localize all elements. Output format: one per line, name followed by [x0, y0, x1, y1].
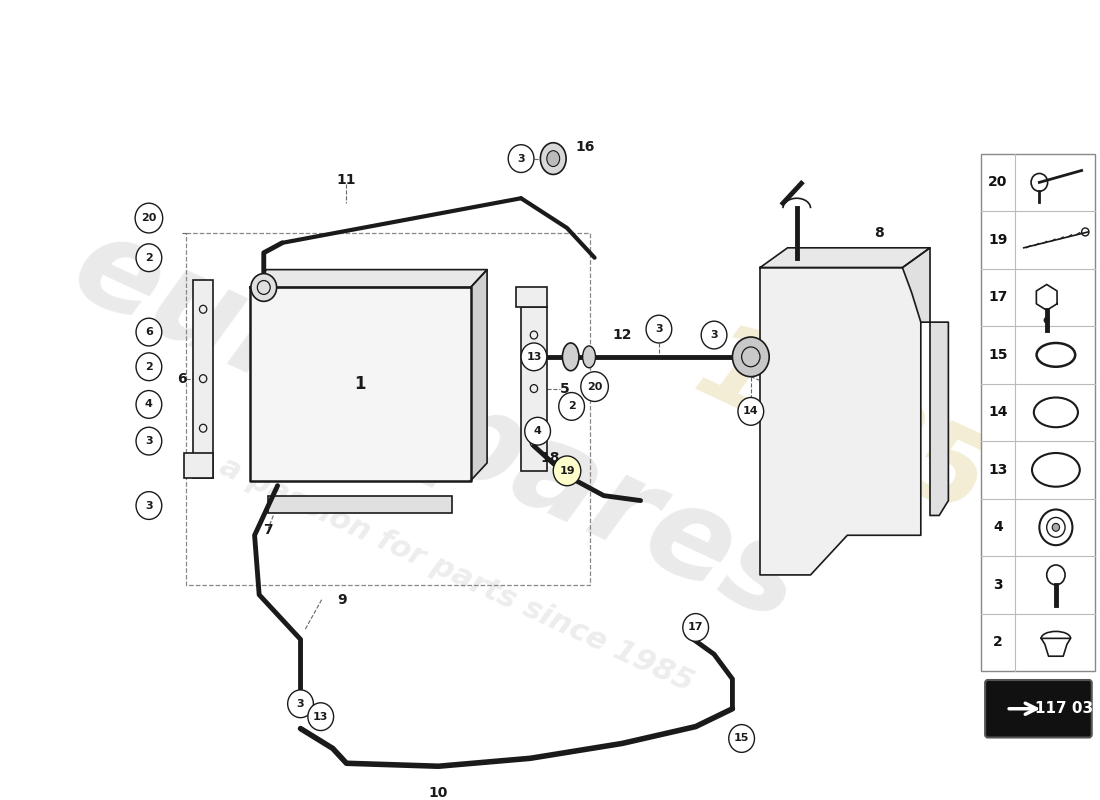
Text: 8: 8	[874, 226, 884, 240]
Circle shape	[1044, 318, 1049, 323]
Text: 3: 3	[297, 698, 305, 709]
Text: 13: 13	[988, 463, 1008, 477]
Circle shape	[288, 690, 313, 718]
Text: 4: 4	[145, 399, 153, 410]
Polygon shape	[471, 270, 487, 481]
Circle shape	[251, 274, 276, 302]
Bar	[192, 279, 213, 478]
Polygon shape	[902, 248, 948, 515]
Text: 3: 3	[517, 154, 525, 164]
Text: 20: 20	[141, 213, 156, 223]
Text: 1985: 1985	[680, 312, 1005, 540]
Circle shape	[683, 614, 708, 642]
Circle shape	[136, 318, 162, 346]
Ellipse shape	[547, 150, 560, 166]
Circle shape	[646, 315, 672, 343]
Circle shape	[701, 321, 727, 349]
Circle shape	[729, 725, 755, 752]
Circle shape	[1053, 523, 1059, 531]
Polygon shape	[760, 248, 930, 268]
Text: 14: 14	[742, 406, 759, 416]
Text: 3: 3	[145, 436, 153, 446]
Circle shape	[521, 343, 547, 370]
Text: 14: 14	[988, 406, 1008, 419]
Text: 19: 19	[988, 233, 1008, 247]
Text: 3: 3	[656, 324, 662, 334]
Text: 3: 3	[711, 330, 718, 340]
Circle shape	[136, 244, 162, 272]
Ellipse shape	[540, 142, 566, 174]
Bar	[521, 307, 547, 471]
Circle shape	[136, 390, 162, 418]
Text: a passion for parts since 1985: a passion for parts since 1985	[216, 452, 698, 698]
Circle shape	[136, 427, 162, 455]
Text: 7: 7	[264, 523, 273, 538]
Polygon shape	[760, 268, 921, 575]
Text: 3: 3	[993, 578, 1003, 592]
Text: 1: 1	[354, 375, 366, 393]
Text: 10: 10	[429, 786, 448, 800]
Text: eurospares: eurospares	[55, 205, 822, 648]
Text: 13: 13	[526, 352, 541, 362]
Text: 17: 17	[988, 290, 1008, 304]
Text: 12: 12	[613, 328, 631, 342]
Circle shape	[738, 398, 763, 426]
Text: 2: 2	[145, 362, 153, 372]
Circle shape	[525, 418, 550, 445]
Bar	[268, 496, 452, 514]
Circle shape	[559, 393, 584, 420]
Text: 15: 15	[988, 348, 1008, 362]
Ellipse shape	[583, 346, 595, 368]
Polygon shape	[250, 270, 487, 287]
Text: 2: 2	[993, 635, 1003, 650]
Text: 6: 6	[145, 327, 153, 337]
FancyBboxPatch shape	[986, 680, 1091, 738]
Text: 13: 13	[314, 712, 329, 722]
Text: 18: 18	[541, 451, 560, 465]
Circle shape	[308, 702, 333, 730]
Text: 20: 20	[988, 175, 1008, 190]
Circle shape	[733, 337, 769, 377]
Text: 5: 5	[560, 382, 570, 395]
Text: 19: 19	[559, 466, 575, 476]
Text: 9: 9	[337, 593, 346, 606]
Text: 15: 15	[734, 734, 749, 743]
Text: 4: 4	[993, 520, 1003, 534]
Text: 3: 3	[145, 501, 153, 510]
Circle shape	[136, 492, 162, 519]
Circle shape	[136, 353, 162, 381]
Circle shape	[553, 456, 581, 486]
Circle shape	[135, 203, 163, 233]
Text: 2: 2	[568, 402, 575, 411]
Text: 11: 11	[337, 174, 356, 187]
Bar	[517, 287, 547, 307]
Text: 17: 17	[688, 622, 703, 633]
Text: 6: 6	[177, 372, 187, 386]
Text: 117 03: 117 03	[1035, 702, 1092, 716]
Circle shape	[581, 372, 608, 402]
Text: 4: 4	[534, 426, 541, 436]
Ellipse shape	[562, 343, 579, 370]
Circle shape	[508, 145, 534, 173]
Text: 20: 20	[587, 382, 603, 391]
Text: 2: 2	[145, 253, 153, 262]
Bar	[184, 453, 213, 478]
Bar	[186, 233, 590, 585]
Text: 16: 16	[575, 140, 595, 154]
Polygon shape	[250, 287, 471, 481]
Bar	[980, 154, 1096, 671]
